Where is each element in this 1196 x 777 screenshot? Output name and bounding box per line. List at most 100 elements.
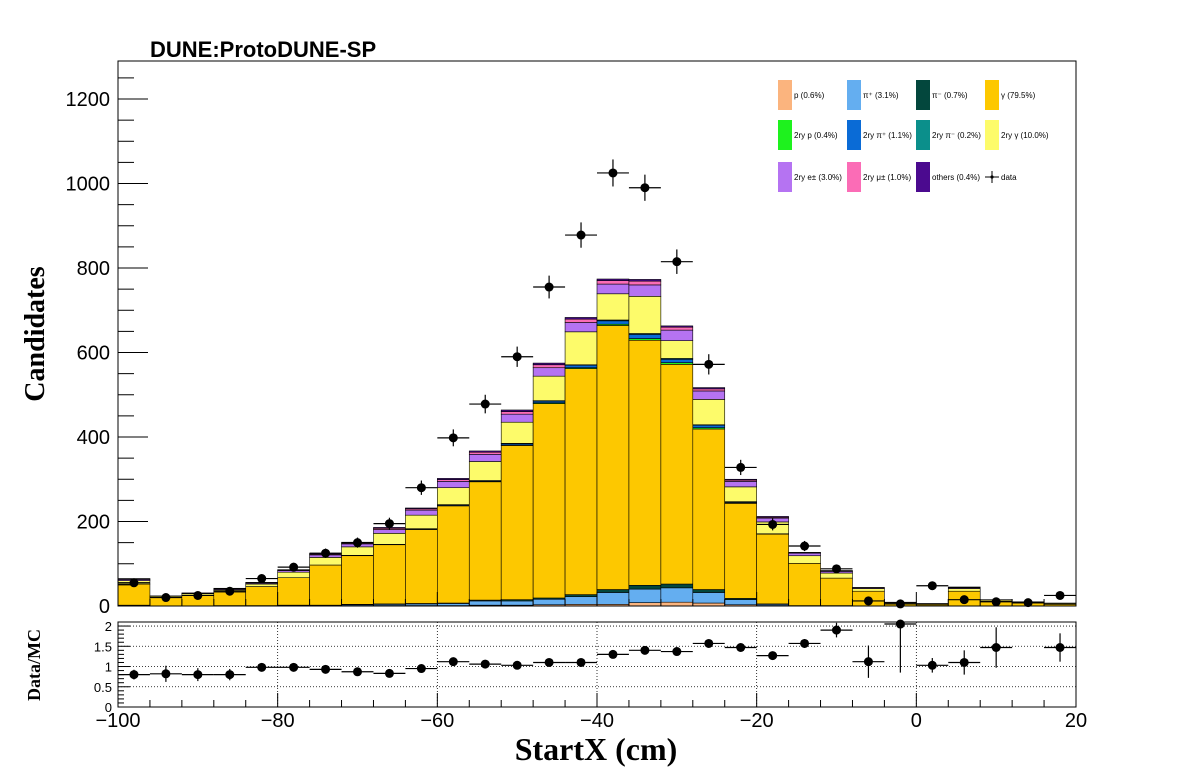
data-point [161, 593, 170, 602]
data-point [640, 183, 649, 192]
data-point [545, 283, 554, 292]
data-point [608, 168, 617, 177]
bar-segment [373, 545, 405, 604]
bar-segment [661, 359, 693, 362]
bar-segment [342, 556, 374, 605]
bar-segment [565, 365, 597, 368]
bar-segment [342, 547, 374, 555]
data-point [832, 564, 841, 573]
data-point [481, 400, 490, 409]
legend-swatch [916, 80, 930, 110]
bar-segment [469, 601, 501, 605]
bar-segment [725, 487, 757, 502]
ratio-point [800, 639, 809, 648]
ratio-point [992, 643, 1001, 652]
bar-segment [757, 516, 789, 517]
x-tick-label: −40 [580, 710, 614, 732]
bar-segment [469, 454, 501, 461]
bar-segment [565, 317, 597, 319]
bar-segment [629, 285, 661, 296]
bar-segment [852, 589, 884, 592]
data-point [1056, 591, 1065, 600]
ratio-y-axis-label: Data/MC [24, 629, 44, 701]
bar-segment [405, 508, 437, 509]
bar-segment [629, 340, 661, 585]
data-point [289, 563, 298, 572]
legend-swatch [916, 162, 930, 192]
data-point [513, 352, 522, 361]
y-tick-label: 800 [77, 258, 110, 280]
bar-segment [437, 481, 469, 487]
bar-segment [597, 281, 629, 284]
y-tick-label: 600 [77, 343, 110, 365]
data-point [992, 597, 1001, 606]
y-tick-label: 400 [77, 427, 110, 449]
x-tick-label: 0 [911, 710, 922, 732]
legend-swatch [847, 80, 861, 110]
bar-segment [405, 510, 437, 515]
bar-segment [405, 530, 437, 604]
ratio-y-tick-label: 1 [105, 660, 112, 675]
bar-segment [437, 488, 469, 505]
data-point [385, 519, 394, 528]
bar-segment [246, 587, 278, 606]
bar-segment [629, 279, 661, 281]
ratio-point [289, 663, 298, 672]
data-point [768, 520, 777, 529]
bar-segment [373, 530, 405, 534]
bar-segment [725, 481, 757, 486]
legend-label: γ (79.5%) [1001, 91, 1036, 100]
y-tick-label: 1000 [66, 174, 111, 196]
ratio-point [704, 639, 713, 648]
bar-segment [693, 399, 725, 424]
ratio-point [417, 664, 426, 673]
legend-swatch [778, 162, 792, 192]
data-point [129, 578, 138, 587]
ratio-point [1056, 643, 1065, 652]
bar-segment [661, 327, 693, 330]
bar-segment [469, 462, 501, 481]
bar-segment [310, 565, 342, 605]
y-tick-label: 1200 [66, 89, 111, 111]
data-point [225, 587, 234, 596]
data-point [800, 542, 809, 551]
legend: p (0.6%)π⁺ (3.1%)π⁻ (0.7%)γ (79.5%)2ry p… [778, 80, 1049, 192]
legend-label: π⁺ (3.1%) [863, 91, 899, 100]
legend-label: 2ry π⁺ (1.1%) [863, 131, 912, 140]
bar-segment [725, 503, 757, 598]
legend-data-marker [990, 175, 993, 178]
bar-segment [629, 281, 661, 285]
bar-segment [310, 557, 342, 565]
bar-segment [533, 363, 565, 365]
bar-segment [597, 325, 629, 589]
bar-segment [661, 326, 693, 327]
bar-segment [693, 388, 725, 389]
stacked-histogram [118, 279, 1076, 606]
bar-segment [501, 410, 533, 412]
bar-segment [597, 284, 629, 294]
bar-segment [693, 592, 725, 603]
ratio-point [129, 670, 138, 679]
bar-segment [501, 601, 533, 605]
y-tick-label: 200 [77, 512, 110, 534]
bar-segment [373, 533, 405, 544]
ratio-point [353, 667, 362, 676]
bar-segment [501, 412, 533, 415]
data-point [928, 581, 937, 590]
data-point [417, 483, 426, 492]
ratio-y-tick-label: 1.5 [94, 639, 112, 654]
bar-segment [693, 389, 725, 391]
bar-segment [725, 479, 757, 480]
data-point [864, 596, 873, 605]
bar-segment [533, 368, 565, 376]
legend-label: π⁻ (0.7%) [932, 91, 968, 100]
bar-segment [597, 321, 629, 324]
ratio-point [832, 626, 841, 635]
x-tick-label: −80 [261, 710, 295, 732]
bar-segment [437, 603, 469, 605]
bar-segment [789, 563, 821, 605]
legend-label: 2ry e± (3.0%) [794, 173, 842, 182]
ratio-point [193, 670, 202, 679]
bar-segment [661, 588, 693, 602]
